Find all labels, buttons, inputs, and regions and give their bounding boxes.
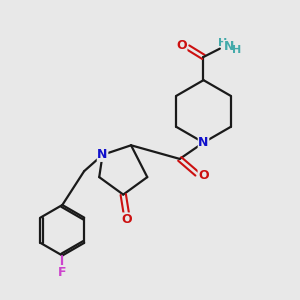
- Text: O: O: [176, 40, 187, 52]
- Text: O: O: [122, 213, 132, 226]
- Text: F: F: [58, 266, 67, 279]
- Text: O: O: [198, 169, 209, 182]
- Text: H: H: [218, 38, 227, 48]
- Text: N: N: [198, 136, 209, 149]
- Text: H: H: [232, 45, 241, 55]
- Text: N: N: [98, 148, 108, 161]
- Text: N: N: [224, 40, 234, 53]
